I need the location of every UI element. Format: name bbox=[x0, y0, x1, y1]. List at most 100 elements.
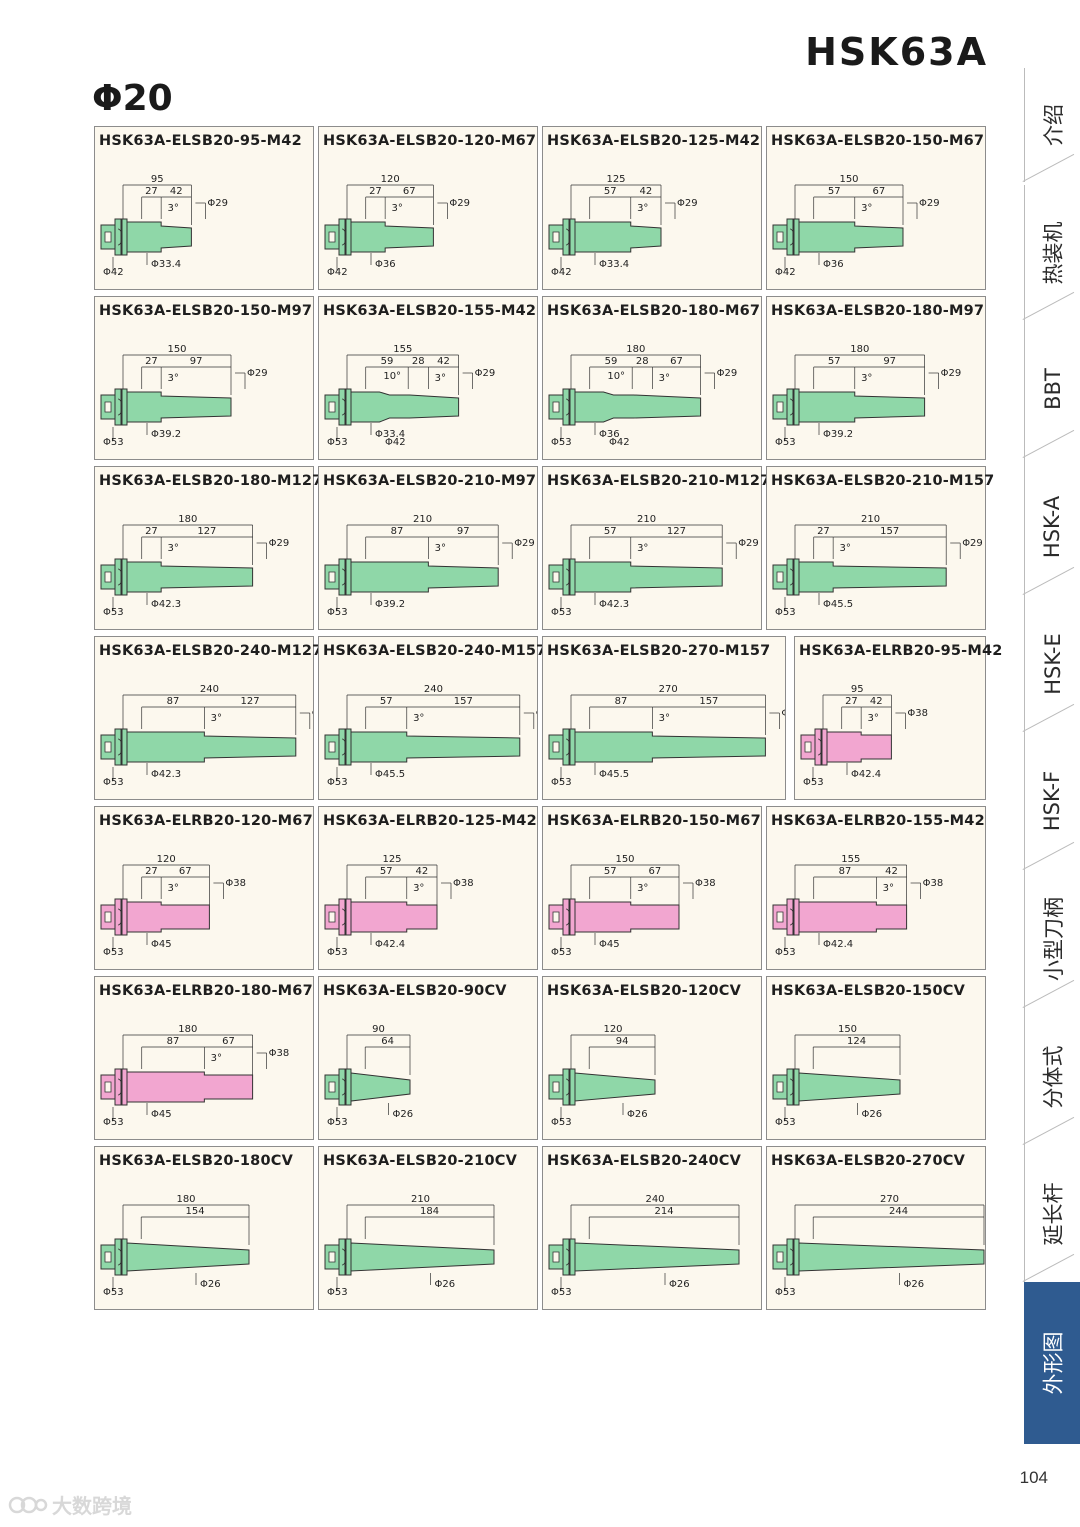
overall-length-label: 150 bbox=[839, 174, 858, 185]
flange-diameter-label: Φ53 bbox=[103, 437, 124, 448]
hsk-shank bbox=[548, 898, 576, 936]
tip-diameter-label: Φ38 bbox=[923, 878, 944, 889]
overall-length-label: 240 bbox=[424, 684, 443, 695]
nav-separator bbox=[1022, 1116, 1075, 1145]
hsk-shank bbox=[800, 728, 828, 766]
dimension-lines bbox=[560, 524, 737, 611]
nav-tab[interactable]: BBT bbox=[1022, 320, 1080, 458]
tool-body bbox=[350, 901, 438, 933]
card-title: HSK63A-ELSB20-180-M67 bbox=[547, 303, 761, 319]
segment-length-label: 57 bbox=[604, 526, 617, 537]
card-title: HSK63A-ELRB20-150-M67 bbox=[547, 813, 761, 829]
hsk-shank bbox=[324, 898, 352, 936]
segment-length-label: 27 bbox=[145, 866, 158, 877]
dimension-lines bbox=[336, 1034, 411, 1121]
card-title: HSK63A-ELSB20-125-M42 bbox=[547, 133, 761, 149]
body-diameter-label: Φ26 bbox=[435, 1279, 456, 1290]
product-card: HSK63A-ELRB20-125-M42 125 57 42 3° Φ38 Φ53 Φ42.… bbox=[318, 806, 538, 970]
card-title: HSK63A-ELSB20-180-M127 bbox=[99, 473, 323, 489]
body-diameter-label: Φ26 bbox=[862, 1109, 883, 1120]
flange-diameter-label: Φ53 bbox=[103, 607, 124, 618]
flange-diameter-label: Φ53 bbox=[103, 947, 124, 958]
segment-length-label: 97 bbox=[190, 356, 203, 367]
product-card: HSK63A-ELSB20-180-M127 180 27 127 3° Φ29 Φ53 Φ4… bbox=[94, 466, 322, 630]
segment-length-label: 94 bbox=[616, 1036, 629, 1047]
overall-length-label: 270 bbox=[659, 684, 678, 695]
body-diameter-label: Φ39.2 bbox=[823, 429, 853, 440]
overall-length-label: 180 bbox=[178, 514, 197, 525]
dimension-lines bbox=[784, 1034, 901, 1121]
tip-diameter-label: Φ29 bbox=[269, 538, 290, 549]
product-card: HSK63A-ELSB20-180-M67 180 59 28 67 3° 10° Φ29 Φ5… bbox=[542, 296, 762, 460]
segment-length-label: 244 bbox=[889, 1206, 908, 1217]
card-title: HSK63A-ELSB20-95-M42 bbox=[99, 133, 302, 149]
nav-tab[interactable]: HSK-E bbox=[1022, 595, 1080, 732]
product-card: HSK63A-ELSB20-210-M127 210 57 127 3° Φ29 Φ53 Φ4… bbox=[542, 466, 770, 630]
flange-diameter-label: Φ53 bbox=[775, 947, 796, 958]
tool-body bbox=[798, 1072, 901, 1102]
dimension-lines bbox=[812, 694, 906, 781]
body-diameter-label: Φ42 bbox=[609, 437, 630, 448]
segment-length-label: 42 bbox=[640, 186, 653, 197]
segment-length-label: 97 bbox=[883, 356, 896, 367]
flange-diameter-label: Φ53 bbox=[327, 1287, 348, 1298]
dimension-lines bbox=[112, 694, 311, 781]
overall-length-label: 95 bbox=[151, 174, 164, 185]
overall-length-label: 210 bbox=[411, 1194, 430, 1205]
segment-length-label: 42 bbox=[416, 866, 429, 877]
hsk-shank bbox=[324, 1238, 352, 1276]
page-number: 104 bbox=[1019, 1468, 1048, 1487]
nav-tab[interactable]: HSK-F bbox=[1022, 732, 1080, 870]
card-title: HSK63A-ELRB20-95-M42 bbox=[799, 643, 1003, 659]
body-diameter-label: Φ39.2 bbox=[375, 599, 405, 610]
nav-tab[interactable]: HSK-A bbox=[1022, 458, 1080, 595]
tip-diameter-label: Φ38 bbox=[225, 878, 246, 889]
nav-separator bbox=[1022, 1253, 1075, 1282]
nav-tab[interactable]: 小型刀柄 bbox=[1022, 870, 1080, 1008]
taper-angle-label: 3° bbox=[413, 713, 424, 724]
nav-tab[interactable]: 延长杆 bbox=[1022, 1145, 1080, 1282]
taper-angle-label: 3° bbox=[167, 203, 178, 214]
nav-separator bbox=[1022, 841, 1075, 870]
flange-diameter-label: Φ42 bbox=[327, 267, 348, 278]
flange-diameter-label: Φ53 bbox=[551, 1117, 572, 1128]
card-title: HSK63A-ELSB20-150CV bbox=[771, 983, 965, 999]
tool-body bbox=[350, 561, 499, 593]
segment-length-label: 27 bbox=[145, 186, 158, 197]
segment-length-label: 87 bbox=[615, 696, 628, 707]
hsk-shank bbox=[772, 388, 800, 426]
nav-tab-label: 小型刀柄 bbox=[1041, 897, 1066, 981]
dimension-lines bbox=[112, 524, 267, 611]
nav-tab[interactable]: 外形图 bbox=[1024, 1282, 1080, 1444]
product-card: HSK63A-ELRB20-155-M42 155 87 42 3° Φ38 Φ53 Φ42.… bbox=[766, 806, 986, 970]
tip-diameter-label: Φ29 bbox=[247, 368, 268, 379]
tool-body bbox=[798, 901, 908, 933]
nav-tab[interactable]: 介绍 bbox=[1022, 68, 1080, 182]
tool-body bbox=[126, 391, 232, 423]
tip-diameter-label: Φ38 bbox=[269, 1048, 290, 1059]
dimension-lines bbox=[784, 864, 921, 951]
holder-drawing: 240 87 127 3° Φ29 Φ53 Φ42.3 bbox=[100, 684, 313, 788]
overall-length-label: 155 bbox=[841, 854, 860, 865]
segment-length-label: 57 bbox=[380, 696, 393, 707]
body-diameter-label: Φ42.4 bbox=[375, 939, 405, 950]
product-card: HSK63A-ELSB20-240CV 240 214 Φ53 Φ26 bbox=[542, 1146, 762, 1310]
segment-length-label: 87 bbox=[839, 866, 852, 877]
tool-body bbox=[350, 391, 460, 423]
hsk-shank bbox=[100, 898, 128, 936]
segment-length-label: 157 bbox=[454, 696, 473, 707]
nav-tab[interactable]: 热装机 bbox=[1022, 185, 1080, 320]
hsk-shank bbox=[324, 728, 352, 766]
dimension-lines bbox=[560, 694, 780, 781]
card-title: HSK63A-ELSB20-270-M157 bbox=[547, 643, 771, 659]
tip-diameter-label: Φ38 bbox=[453, 878, 474, 889]
tool-body bbox=[798, 561, 947, 593]
nav-tab[interactable]: 分体式 bbox=[1022, 1008, 1080, 1145]
